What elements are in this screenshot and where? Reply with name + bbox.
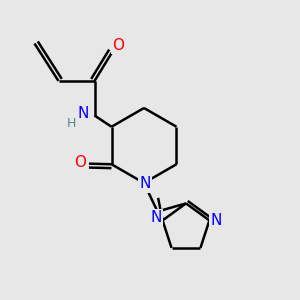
Text: N: N <box>150 211 162 226</box>
Text: N: N <box>77 106 89 122</box>
Text: N: N <box>139 176 151 191</box>
Text: O: O <box>75 155 87 170</box>
Text: N: N <box>210 213 222 228</box>
Text: H: H <box>67 117 76 130</box>
Text: O: O <box>112 38 124 52</box>
